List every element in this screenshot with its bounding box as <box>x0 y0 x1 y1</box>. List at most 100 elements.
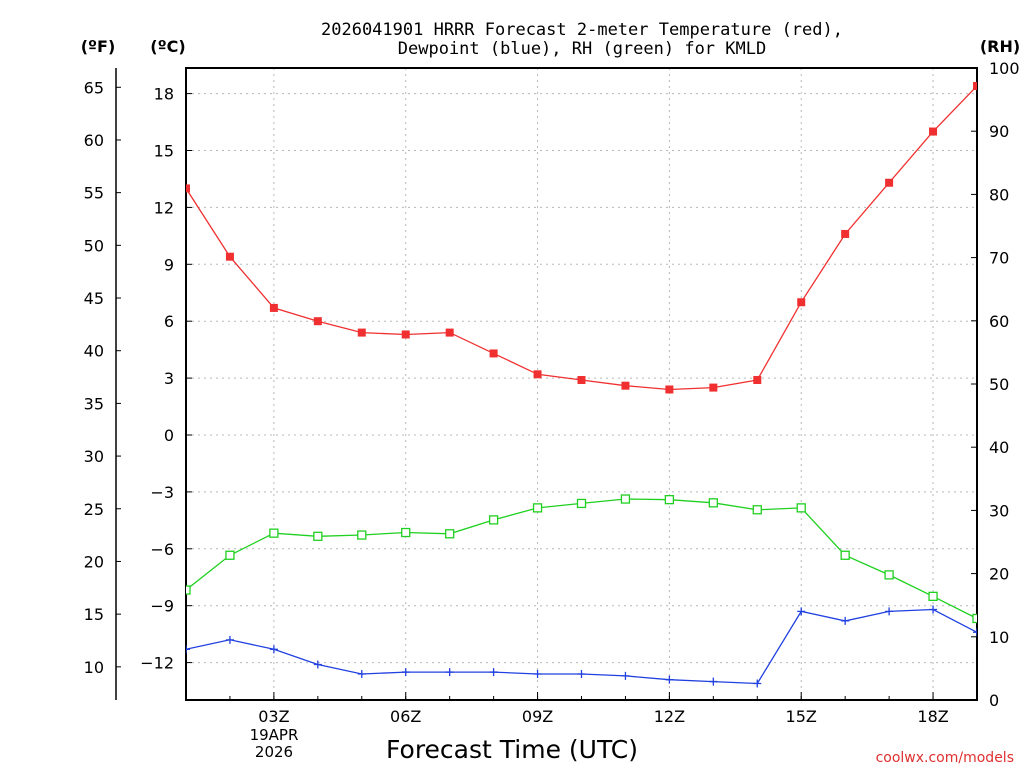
celsius-tick-label: −3 <box>150 483 174 502</box>
x-axis-title: Forecast Time (UTC) <box>386 735 638 764</box>
celsius-tick-label: −6 <box>150 540 174 559</box>
fahrenheit-tick-label: 10 <box>84 658 104 677</box>
temperature-point <box>753 375 762 384</box>
temperature-point <box>577 375 586 384</box>
celsius-tick-label: 18 <box>154 85 174 104</box>
temperature-point <box>357 328 366 337</box>
rh-unit-label: (RH) <box>980 37 1020 56</box>
dewpoint-point <box>709 677 718 686</box>
time-tick-label: 15Z <box>786 707 817 726</box>
rh-point <box>972 613 977 624</box>
time-tick-label: 09Z <box>522 707 553 726</box>
rh-point <box>532 503 543 513</box>
fahrenheit-axis: 65 60 55 50 45 40 35 30 25 20 15 10 <box>84 78 121 677</box>
series-layer <box>186 82 977 688</box>
watermark: coolwx.com/models <box>876 750 1014 766</box>
fahrenheit-tick-label: 55 <box>84 184 104 203</box>
rh-tick-label: 60 <box>989 312 1009 331</box>
temperature-point <box>186 184 190 193</box>
temperature-point <box>401 330 410 339</box>
dewpoint-point <box>885 607 894 616</box>
rh-tick-label: 50 <box>989 375 1009 394</box>
temperature-point <box>665 385 674 394</box>
time-tick-label: 18Z <box>917 707 948 726</box>
rh-tick-label: 0 <box>989 691 999 710</box>
rh-tick-label: 100 <box>989 59 1020 78</box>
rh-tick-label: 20 <box>989 565 1009 584</box>
dewpoint-point <box>753 679 762 688</box>
temperature-point <box>841 229 850 238</box>
dewpoint-point <box>313 660 322 669</box>
celsius-axis: 18 15 12 9 6 3 0 −3 −6 −9 −12 <box>140 85 192 673</box>
fahrenheit-tick-label: 50 <box>84 236 104 255</box>
temperature-point <box>489 349 498 358</box>
temperature-point <box>929 127 938 136</box>
time-tick-label: 12Z <box>654 707 685 726</box>
rh-point <box>928 591 938 602</box>
rh-tick-label: 10 <box>989 628 1009 647</box>
temperature-point <box>797 298 806 307</box>
dewpoint-point <box>186 645 190 654</box>
celsius-tick-label: 3 <box>164 369 174 388</box>
temperature-point <box>709 383 718 392</box>
series-dewpoint <box>186 605 977 688</box>
rh-point <box>620 494 631 504</box>
date-label-year: 2026 <box>255 743 293 761</box>
rh-tick-label: 80 <box>989 185 1009 204</box>
rh-point <box>752 505 762 515</box>
dewpoint-point <box>621 671 630 680</box>
fahrenheit-tick-label: 30 <box>84 447 104 466</box>
series-rh <box>186 494 977 624</box>
temperature-point <box>313 317 322 326</box>
chart-title-line1: 2026041901 HRRR Forecast 2-meter Tempera… <box>321 20 843 40</box>
fahrenheit-tick-label: 65 <box>84 78 104 97</box>
rh-point <box>884 570 894 580</box>
fahrenheit-tick-label: 25 <box>84 500 104 519</box>
rh-point <box>488 515 499 525</box>
rh-point <box>401 527 411 538</box>
rh-point <box>313 531 323 541</box>
temperature-point <box>621 381 630 390</box>
celsius-tick-label: 15 <box>154 142 174 161</box>
date-label-day: 19APR <box>250 726 299 744</box>
rh-point <box>186 585 191 595</box>
rh-point <box>225 550 235 560</box>
rh-point <box>664 495 675 505</box>
rh-tick-label: 70 <box>989 249 1009 268</box>
rh-point <box>445 529 455 539</box>
dewpoint-point <box>973 628 977 637</box>
fahrenheit-tick-label: 35 <box>84 394 104 413</box>
celsius-tick-label: −9 <box>150 597 174 616</box>
dewpoint-point <box>929 605 938 614</box>
celsius-tick-label: 12 <box>154 198 174 217</box>
rh-tick-label: 90 <box>989 122 1009 141</box>
rh-tick-label: 40 <box>989 438 1009 457</box>
dewpoint-point <box>269 645 278 654</box>
celsius-tick-label: 9 <box>164 255 174 274</box>
dewpoint-point <box>841 616 850 625</box>
chart-title-line2: Dewpoint (blue), RH (green) for KMLD <box>398 39 766 59</box>
celsius-unit-label: (ºC) <box>150 37 185 56</box>
rh-point <box>576 498 587 509</box>
temperature-point <box>269 303 278 312</box>
fahrenheit-tick-label: 20 <box>84 552 104 571</box>
dewpoint-point <box>797 607 806 616</box>
rh-point <box>796 503 806 513</box>
rh-point <box>357 530 367 540</box>
dewpoint-point <box>357 669 366 678</box>
dewpoint-point <box>665 675 674 684</box>
temperature-point <box>973 82 977 91</box>
rh-point <box>840 550 850 560</box>
temperature-point <box>445 328 454 337</box>
fahrenheit-tick-label: 60 <box>84 131 104 150</box>
rh-point <box>708 498 718 508</box>
dewpoint-point <box>445 668 454 677</box>
dewpoint-point <box>577 669 586 678</box>
celsius-tick-label: −12 <box>140 654 174 673</box>
series-temperature <box>186 82 977 394</box>
dewpoint-point <box>225 635 234 644</box>
temperature-point <box>533 370 542 379</box>
rh-point <box>269 528 279 538</box>
